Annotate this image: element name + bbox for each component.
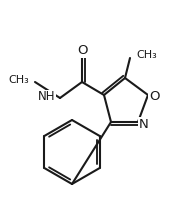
Text: O: O <box>77 45 87 58</box>
Text: NH: NH <box>37 90 55 104</box>
Text: N: N <box>139 117 149 130</box>
Text: CH₃: CH₃ <box>136 50 157 60</box>
Text: O: O <box>149 90 159 104</box>
Text: CH₃: CH₃ <box>8 75 29 85</box>
